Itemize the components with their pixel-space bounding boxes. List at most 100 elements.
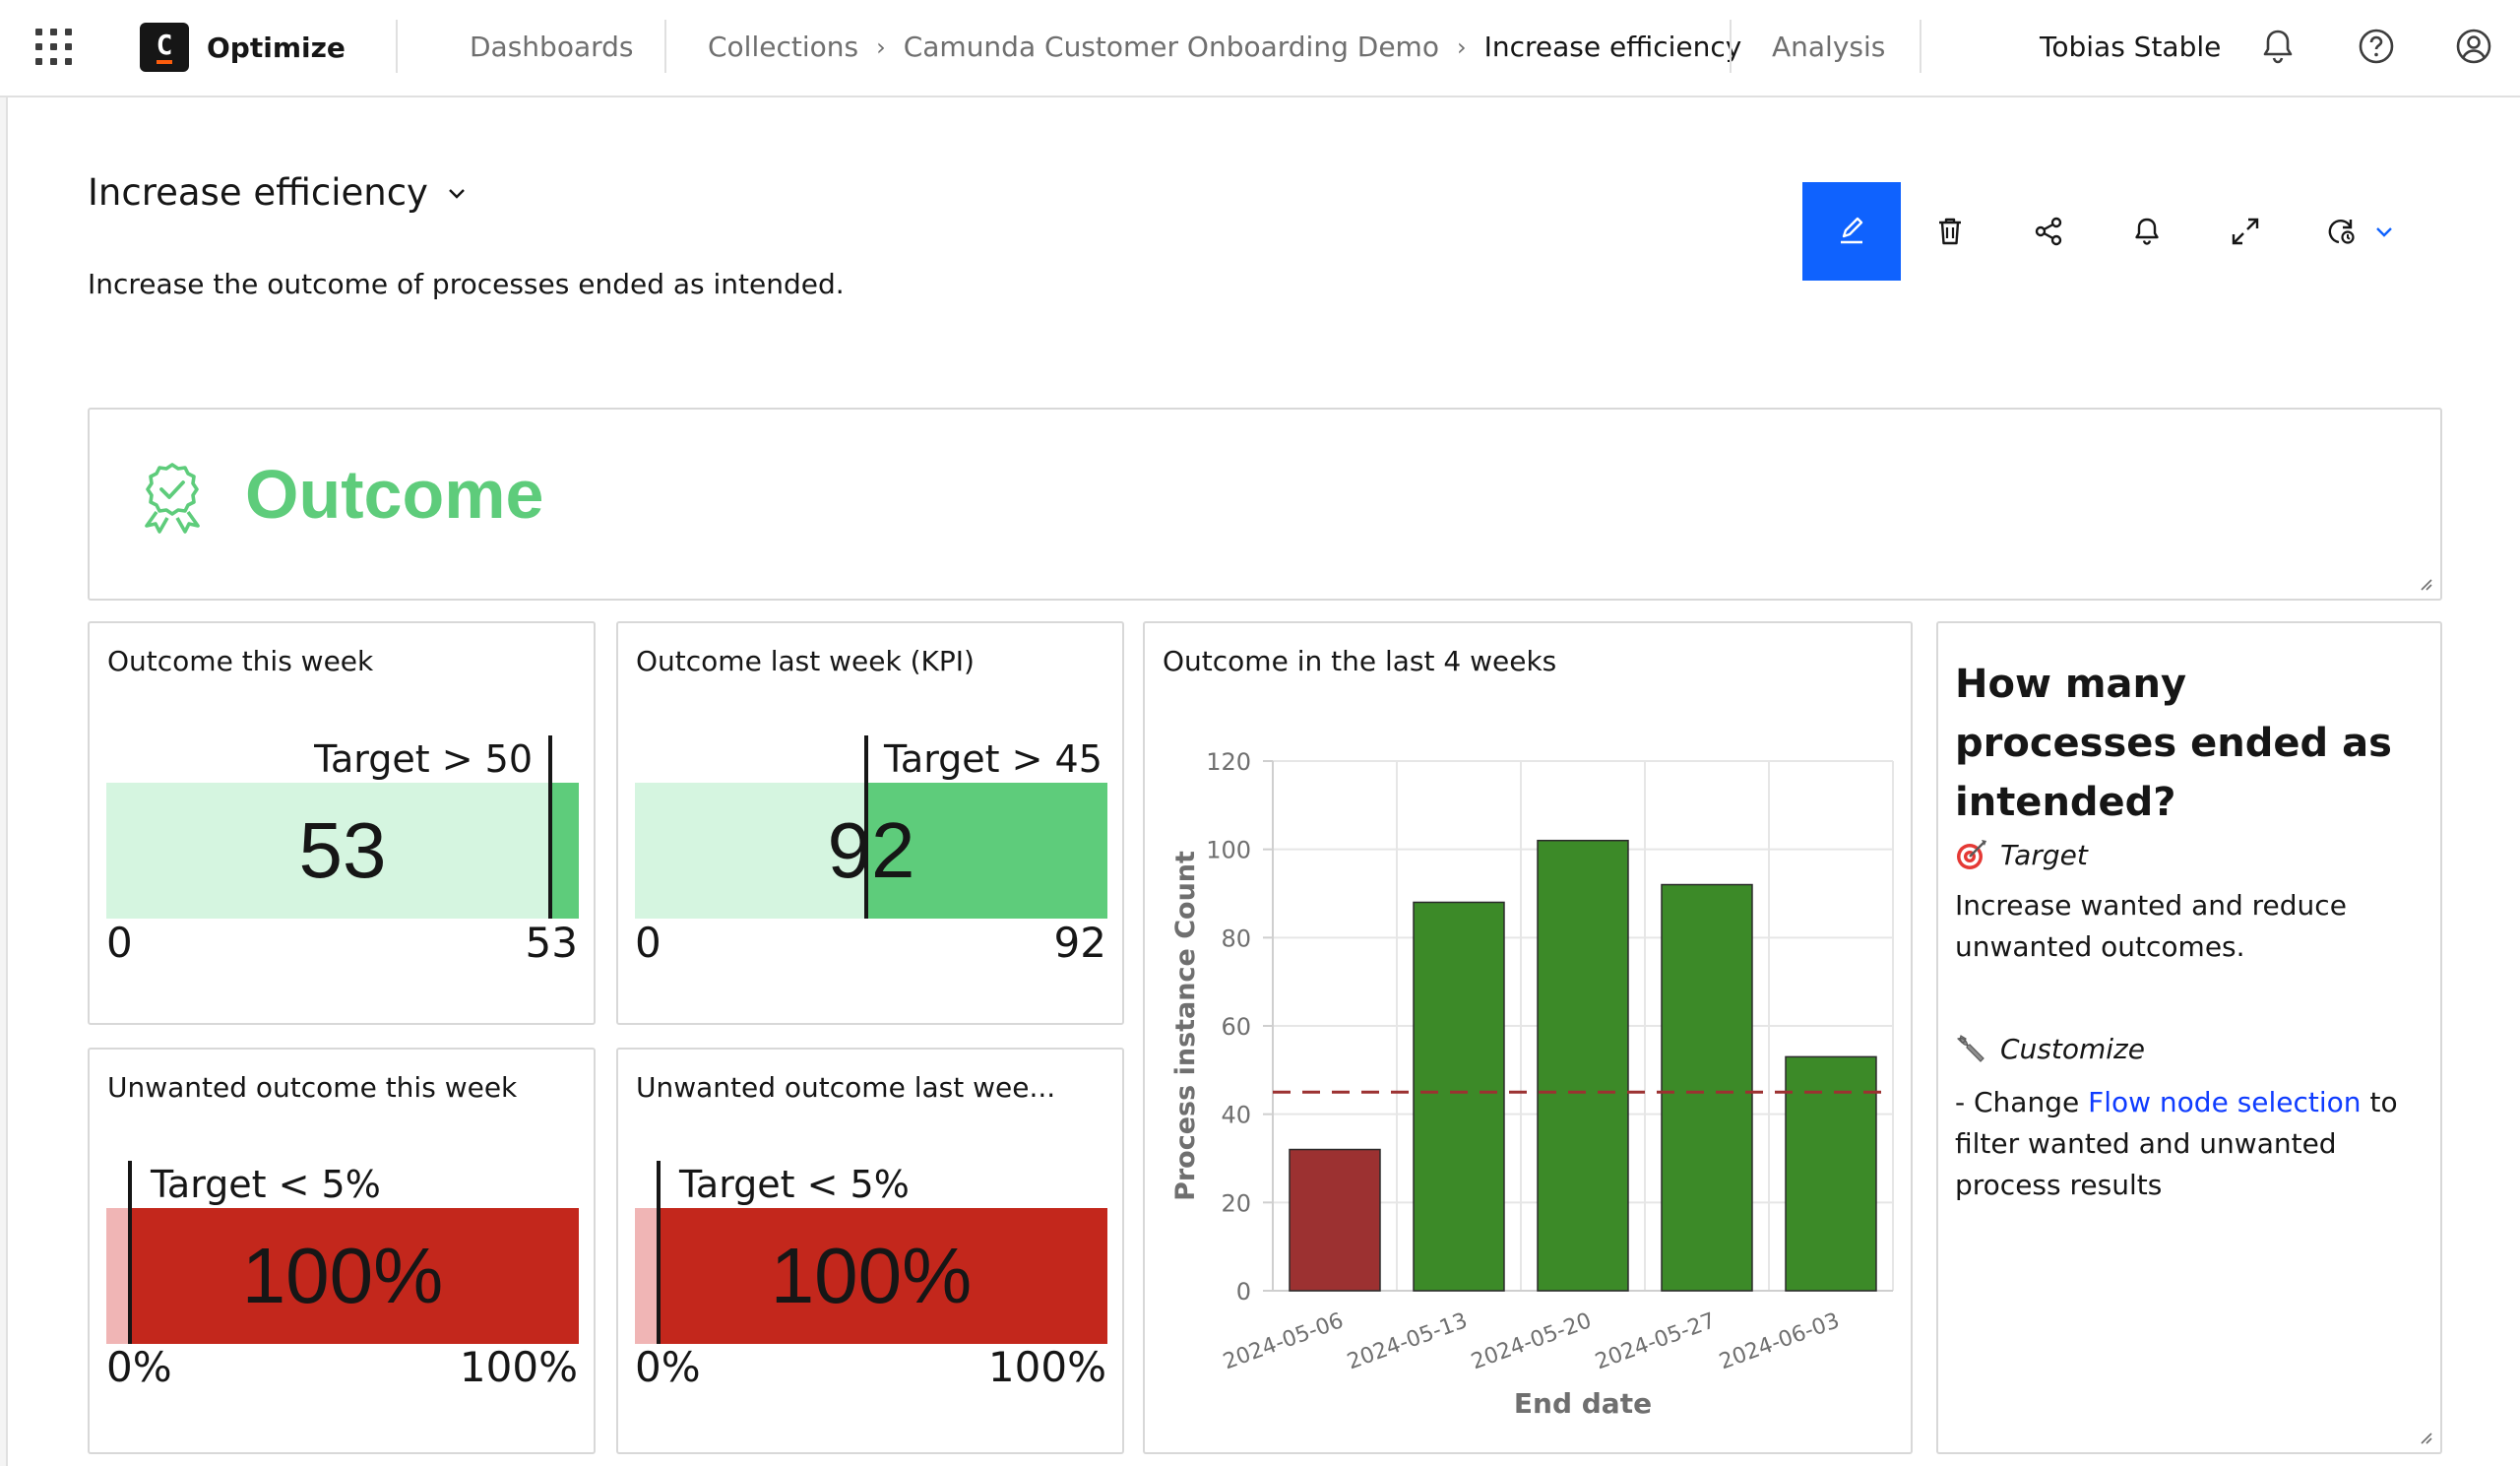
- kpi-target-label: Target > 50: [314, 737, 533, 781]
- customize-suffix: to filter wanted and unwanted process re…: [1955, 1086, 2398, 1201]
- kpi-progress-fill: [550, 783, 579, 919]
- kpi-progress-fill: [659, 1208, 1107, 1344]
- x-tick-label: 2024-05-06: [1220, 1308, 1347, 1374]
- chart-bar: [1661, 883, 1753, 1292]
- share-button[interactable]: [1999, 182, 2098, 281]
- nav-dashboards[interactable]: Dashboards: [470, 31, 634, 63]
- kpi-max: 100%: [459, 1343, 578, 1391]
- dashboard-title-text: Increase efficiency: [88, 171, 428, 214]
- y-tick-label: 40: [1221, 1102, 1251, 1129]
- edit-button[interactable]: [1802, 182, 1901, 281]
- target-emoji-icon: [1957, 840, 1986, 869]
- app-switcher-icon[interactable]: [33, 27, 75, 68]
- kpi-max: 53: [525, 919, 578, 967]
- customize-heading-text: Customize: [2000, 1032, 2145, 1065]
- breadcrumb-separator: ›: [1456, 32, 1467, 61]
- breadcrumb-separator: ›: [876, 32, 886, 61]
- y-tick-label: 0: [1236, 1278, 1251, 1306]
- kpi-max: 100%: [987, 1343, 1106, 1391]
- breadcrumb-collection[interactable]: Camunda Customer Onboarding Demo: [903, 31, 1439, 63]
- y-tick-label: 120: [1206, 748, 1251, 776]
- camunda-logo-icon: C: [140, 23, 189, 72]
- nav-analysis[interactable]: Analysis: [1772, 31, 1886, 63]
- y-tick-label: 60: [1221, 1013, 1251, 1041]
- header-divider: [396, 20, 398, 73]
- kpi-target-label: Target > 45: [884, 737, 1102, 781]
- kpi-target-marker: [864, 735, 868, 919]
- kpi-tile[interactable]: Outcome last week (KPI) Target > 45 92 0…: [616, 621, 1124, 1025]
- kpi-target-label: Target < 5%: [679, 1163, 910, 1206]
- text-tile[interactable]: How many processes ended as intended? Ta…: [1936, 621, 2442, 1454]
- target-heading: Target: [1955, 838, 2088, 871]
- kpi-max: 92: [1053, 919, 1106, 967]
- kpi-progress-bar: 100%: [106, 1161, 579, 1344]
- chart-bar: [1537, 839, 1629, 1292]
- kpi-min: 0%: [635, 1343, 701, 1391]
- resize-handle-icon[interactable]: [2419, 577, 2432, 591]
- kpi-tile[interactable]: Outcome this week Target > 50 53 0 53: [88, 621, 596, 1025]
- kpi-value: 53: [298, 806, 387, 894]
- app-name: Optimize: [207, 31, 346, 64]
- kpi-min: 0: [106, 919, 133, 967]
- kpi-progress-bar: 100%: [635, 1161, 1107, 1344]
- left-edge: [0, 0, 8, 1466]
- chart-bar: [1785, 1055, 1877, 1292]
- target-heading-text: Target: [2000, 838, 2088, 871]
- kpi-title: Outcome last week (KPI): [636, 645, 975, 677]
- kpi-title: Unwanted outcome last wee...: [636, 1071, 1056, 1104]
- customize-text: - Change Flow node selection to filter w…: [1955, 1082, 2427, 1206]
- kpi-min: 0%: [106, 1343, 172, 1391]
- auto-refresh-icon: [2328, 219, 2355, 244]
- header-divider: [664, 20, 666, 73]
- help-icon[interactable]: [2354, 24, 2399, 69]
- header-divider: [1730, 20, 1732, 73]
- y-tick-label: 100: [1206, 837, 1251, 864]
- y-tick-label: 80: [1221, 924, 1251, 952]
- kpi-progress-fill: [866, 783, 1107, 919]
- dashboard-description: Increase the outcome of processes ended …: [88, 268, 845, 300]
- award-badge-icon: [145, 463, 200, 534]
- alert-button[interactable]: [2098, 182, 2196, 281]
- customize-heading: Customize: [1955, 1032, 2145, 1065]
- kpi-value: 100%: [770, 1232, 973, 1319]
- kpi-title: Unwanted outcome this week: [107, 1071, 518, 1104]
- kpi-progress-bar: 92: [635, 735, 1107, 919]
- x-tick-label: 2024-05-20: [1468, 1308, 1595, 1374]
- delete-button[interactable]: [1901, 182, 1999, 281]
- x-tick-label: 2024-05-13: [1344, 1308, 1471, 1374]
- breadcrumb-current[interactable]: Increase efficiency: [1483, 31, 1742, 63]
- breadcrumb-collections[interactable]: Collections: [708, 31, 859, 63]
- brand[interactable]: C Optimize: [140, 23, 346, 72]
- share-icon: [2035, 217, 2062, 246]
- user-name[interactable]: Tobias Stable: [2040, 31, 2222, 63]
- user-avatar-icon[interactable]: [2451, 24, 2496, 69]
- flow-node-selection-link[interactable]: Flow node selection: [2088, 1086, 2362, 1118]
- kpi-tile[interactable]: Unwanted outcome last wee... Target < 5%…: [616, 1048, 1124, 1454]
- chart-bar: [1413, 901, 1505, 1292]
- kpi-target-marker: [657, 1161, 661, 1344]
- alert-icon: [2135, 218, 2159, 245]
- y-axis-title: Process instance Count: [1170, 851, 1201, 1201]
- y-tick-label: 20: [1221, 1189, 1251, 1217]
- header-divider: [1920, 20, 1922, 73]
- x-tick-label: 2024-05-27: [1592, 1308, 1719, 1374]
- fullscreen-button[interactable]: [2196, 182, 2295, 281]
- dashboard-title[interactable]: Increase efficiency: [88, 171, 468, 214]
- edit-icon: [1841, 217, 1863, 244]
- chart-bar: [1289, 1148, 1381, 1292]
- customize-prefix: - Change: [1955, 1086, 2089, 1118]
- kpi-min: 0: [635, 919, 662, 967]
- kpi-target-marker: [128, 1161, 132, 1344]
- fullscreen-icon: [2232, 218, 2259, 245]
- kpi-value: 92: [827, 806, 915, 894]
- kpi-tile[interactable]: Unwanted outcome this week Target < 5% 1…: [88, 1048, 596, 1454]
- auto-refresh-button[interactable]: [2295, 182, 2423, 281]
- resize-handle-icon[interactable]: [2419, 1431, 2432, 1444]
- x-axis-title: End date: [1514, 1387, 1652, 1420]
- chart-tile[interactable]: Outcome in the last 4 weeks 0 20 40 60 80 100…: [1143, 621, 1913, 1454]
- notification-icon[interactable]: [2255, 24, 2300, 69]
- chevron-down-icon: [2376, 227, 2392, 237]
- delete-icon: [1939, 218, 1961, 245]
- top-navigation-bar: C Optimize Dashboards Collections › Camu…: [0, 0, 2520, 97]
- chart-title: Outcome in the last 4 weeks: [1163, 645, 1557, 677]
